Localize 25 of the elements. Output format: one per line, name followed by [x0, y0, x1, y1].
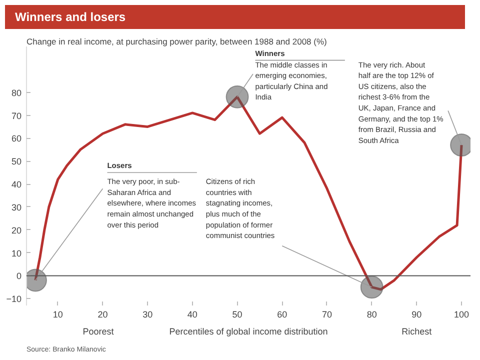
- x-tick-label: 10: [52, 310, 63, 320]
- chart-subtitle: Change in real income, at purchasing power parity, between 1988 and 2008 (%): [26, 36, 328, 46]
- y-tick-label: 20: [11, 225, 22, 236]
- x-tick-label: 50: [232, 310, 242, 320]
- x-tick-label: 30: [142, 310, 153, 320]
- y-tick-label: 50: [11, 156, 22, 167]
- text: Richest: [402, 326, 432, 336]
- x-tick-label: 90: [412, 310, 422, 320]
- y-tick-label: 10: [11, 248, 22, 258]
- y-tick-label: 0: [16, 271, 22, 282]
- x-tick-label: 20: [98, 310, 108, 320]
- x-tick-label: 70: [322, 310, 332, 320]
- x-tick-label: 80: [366, 310, 377, 320]
- x-axis-title: Percentiles of global income distribution: [169, 326, 328, 336]
- y-tick-label: −10: [6, 294, 22, 304]
- y-tick-label: 30: [11, 202, 22, 212]
- y-tick-label: 60: [11, 134, 22, 144]
- chart-title: Winners and losers: [15, 9, 126, 26]
- y-tick-label: 80: [11, 88, 22, 98]
- y-tick-label: 70: [11, 110, 22, 121]
- y-tick-label: 40: [11, 180, 22, 190]
- x-tick-label: 40: [187, 310, 198, 320]
- x-tick-label: 60: [277, 310, 288, 320]
- x-tick-label: 100: [454, 310, 470, 320]
- text: Poorest: [82, 326, 114, 336]
